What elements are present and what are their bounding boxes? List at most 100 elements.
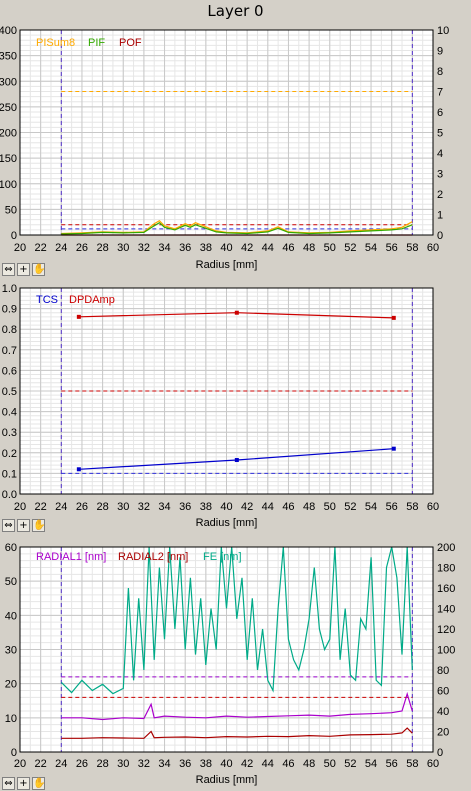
- x-tick-label: 60: [427, 242, 439, 254]
- series-line-radial1-nm: [61, 691, 413, 721]
- series-line-pif: [61, 221, 413, 235]
- data-point-dpdamp: [391, 315, 396, 320]
- y-tick-label-left: 10: [5, 713, 17, 725]
- y-tick-label-right: 1: [437, 210, 443, 222]
- y-tick-label-right: 200: [437, 542, 455, 554]
- y-tick-label-left: 0.0: [2, 489, 17, 501]
- y-tick-label-left: 50: [5, 576, 17, 588]
- chart-3-toolbar: ⇔ + ✋: [2, 777, 48, 790]
- pan-icon[interactable]: ⇔: [2, 263, 15, 276]
- x-tick-label: 30: [117, 242, 129, 254]
- x-tick-label: 38: [200, 242, 212, 254]
- legend-entry: RADIAL1 [nm]: [36, 551, 106, 563]
- x-tick-label: 52: [344, 242, 356, 254]
- y-tick-label-left: 0: [11, 747, 17, 759]
- y-tick-label-left: 0.2: [2, 448, 17, 460]
- x-tick-label: 58: [406, 501, 418, 513]
- x-tick-label: 22: [35, 242, 47, 254]
- x-tick-label: 34: [158, 501, 170, 513]
- x-tick-label: 38: [200, 501, 212, 513]
- x-axis-label: Radius [mm]: [196, 259, 258, 271]
- x-tick-label: 44: [262, 758, 274, 770]
- x-tick-label: 20: [14, 242, 26, 254]
- x-tick-label: 46: [282, 758, 294, 770]
- hand-icon[interactable]: ✋: [32, 777, 46, 790]
- x-tick-label: 48: [303, 242, 315, 254]
- zoom-icon[interactable]: +: [17, 263, 30, 276]
- x-tick-label: 40: [220, 501, 232, 513]
- y-tick-label-left: 250: [0, 102, 17, 114]
- legend-entry: POF: [119, 37, 142, 49]
- y-tick-label-right: 10: [437, 25, 449, 37]
- x-tick-label: 40: [220, 242, 232, 254]
- x-tick-label: 22: [35, 758, 47, 770]
- y-tick-label-left: 0: [11, 230, 17, 242]
- chart-panel-3: 20 22 24 26 28 30 32 34 36 38 40 42 44 46 48 50 52 54 56 58…: [0, 536, 471, 791]
- legend-entry: FE [nm]: [203, 551, 242, 563]
- y-tick-label-right: 9: [437, 46, 443, 58]
- window-title: Layer 0: [207, 2, 264, 20]
- x-tick-label: 26: [76, 758, 88, 770]
- y-tick-label-right: 20: [437, 727, 449, 739]
- y-tick-label-right: 2: [437, 189, 443, 201]
- x-tick-label: 34: [158, 758, 170, 770]
- y-tick-label-left: 30: [5, 645, 17, 657]
- chart-2-toolbar: ⇔ + ✋: [2, 519, 48, 532]
- y-tick-label-right: 8: [437, 66, 443, 78]
- y-tick-label-right: 0: [437, 747, 443, 759]
- x-tick-label: 30: [117, 758, 129, 770]
- x-tick-label: 42: [241, 758, 253, 770]
- x-tick-label: 58: [406, 758, 418, 770]
- legend-entry: TCS: [36, 294, 58, 306]
- y-tick-label-left: 0.5: [2, 386, 17, 398]
- x-tick-label: 20: [14, 501, 26, 513]
- hand-icon[interactable]: ✋: [32, 519, 46, 532]
- y-tick-label-right: 180: [437, 563, 455, 575]
- x-tick-label: 46: [282, 501, 294, 513]
- x-tick-label: 54: [365, 758, 377, 770]
- x-tick-label: 24: [55, 501, 67, 513]
- x-axis-label: Radius [mm]: [196, 517, 258, 529]
- y-tick-label-right: 6: [437, 107, 443, 119]
- pan-icon[interactable]: ⇔: [2, 777, 15, 790]
- y-tick-label-left: 0.3: [2, 427, 17, 439]
- y-tick-label-right: 160: [437, 583, 455, 595]
- x-tick-label: 44: [262, 501, 274, 513]
- chart-2-svg: 20 22 24 26 28 30 32 34 36 38 40 42 44 46 48 50 52 54 56 58…: [2, 283, 439, 529]
- y-tick-label-left: 0.1: [2, 468, 17, 480]
- y-tick-label-left: 0.9: [2, 304, 17, 316]
- x-tick-label: 42: [241, 501, 253, 513]
- x-tick-label: 52: [344, 758, 356, 770]
- y-tick-label-right: 4: [437, 148, 443, 160]
- hand-icon[interactable]: ✋: [32, 263, 46, 276]
- x-tick-label: 42: [241, 242, 253, 254]
- x-tick-label: 56: [386, 501, 398, 513]
- data-point-tcs: [234, 458, 239, 463]
- x-tick-label: 36: [179, 242, 191, 254]
- y-tick-label-right: 7: [437, 87, 443, 99]
- x-tick-label: 30: [117, 501, 129, 513]
- zoom-icon[interactable]: +: [17, 777, 30, 790]
- y-tick-label-left: 60: [5, 542, 17, 554]
- x-axis-label: Radius [mm]: [196, 774, 258, 786]
- chart-panel-1: 20 22 24 26 28 30 32 34 36 38 40 42 44 46 48 50 52 54 56 58…: [0, 22, 471, 276]
- y-tick-label-right: 0: [437, 230, 443, 242]
- x-tick-label: 32: [138, 501, 150, 513]
- pan-icon[interactable]: ⇔: [2, 519, 15, 532]
- x-tick-label: 54: [365, 242, 377, 254]
- x-tick-label: 36: [179, 758, 191, 770]
- series-line-pisum8: [61, 219, 413, 235]
- legend-entry: DPDAmp: [69, 294, 115, 306]
- chart-1-svg: 20 22 24 26 28 30 32 34 36 38 40 42 44 46 48 50 52 54 56 58…: [0, 25, 449, 271]
- x-tick-label: 44: [262, 242, 274, 254]
- x-tick-label: 24: [55, 242, 67, 254]
- data-point-tcs: [76, 467, 81, 472]
- y-tick-label-left: 400: [0, 25, 17, 37]
- zoom-icon[interactable]: +: [17, 519, 30, 532]
- x-tick-label: 34: [158, 242, 170, 254]
- y-tick-label-left: 0.8: [2, 324, 17, 336]
- x-tick-label: 24: [55, 758, 67, 770]
- y-tick-label-right: 100: [437, 645, 455, 657]
- data-point-dpdamp: [234, 310, 239, 315]
- x-tick-label: 50: [324, 758, 336, 770]
